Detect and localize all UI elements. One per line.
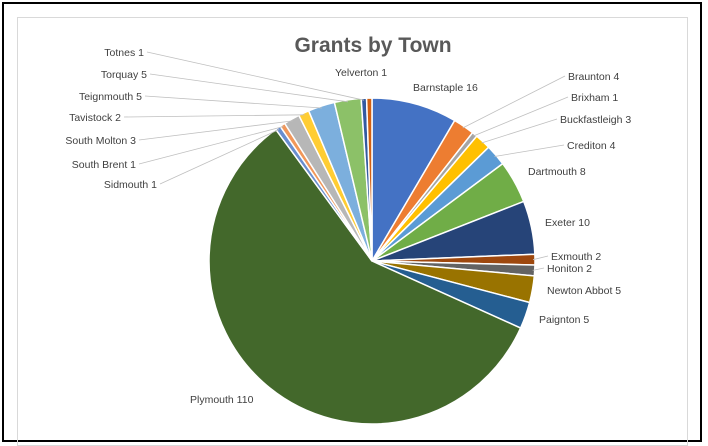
pie-slice-plymouth xyxy=(208,128,522,425)
leader-line-sidmouth xyxy=(159,129,280,185)
slice-label-exeter: Exeter 10 xyxy=(545,217,590,229)
slice-label-south-molton: South Molton 3 xyxy=(65,135,136,147)
slice-label-buckfastleigh: Buckfastleigh 3 xyxy=(560,114,631,126)
slice-label-south-brent: South Brent 1 xyxy=(72,159,136,171)
slice-label-paignton: Paignton 5 xyxy=(539,314,589,326)
slice-label-plymouth: Plymouth 110 xyxy=(190,394,254,406)
slice-label-crediton: Crediton 4 xyxy=(567,140,616,152)
leader-line-buckfastleigh xyxy=(481,118,558,144)
slice-label-newton-abbot: Newton Abbot 5 xyxy=(547,285,621,297)
slice-label-yelverton: Yelverton 1 xyxy=(335,67,387,79)
leader-line-totnes xyxy=(146,51,365,101)
slice-label-tavistock: Tavistock 2 xyxy=(69,112,121,124)
pie-slice-barnstaple xyxy=(371,97,456,264)
leader-line-honiton xyxy=(532,267,545,271)
slice-label-brixham: Brixham 1 xyxy=(571,92,618,104)
leader-line-braunton xyxy=(462,75,566,129)
slice-label-dartmouth: Dartmouth 8 xyxy=(528,166,586,178)
leader-line-brixham xyxy=(473,96,569,137)
slice-label-braunton: Braunton 4 xyxy=(568,71,620,83)
pie-slice-yelverton xyxy=(365,97,373,262)
slices-group xyxy=(208,97,536,425)
slice-label-sidmouth: Sidmouth 1 xyxy=(104,179,157,191)
slice-label-barnstaple: Barnstaple 16 xyxy=(413,82,478,94)
slice-label-torquay: Torquay 5 xyxy=(101,69,147,81)
slice-label-exmouth: Exmouth 2 xyxy=(551,251,601,263)
leader-line-teignmouth xyxy=(144,95,323,109)
leader-line-torquay xyxy=(149,73,349,103)
slice-label-honiton: Honiton 2 xyxy=(547,263,592,275)
leader-line-south-molton xyxy=(138,120,293,141)
slice-label-teignmouth: Teignmouth 5 xyxy=(79,91,142,103)
leader-line-crediton xyxy=(494,144,565,157)
leader-line-exmouth xyxy=(532,255,549,261)
leaders-group xyxy=(123,51,569,271)
chart-title: Grants by Town xyxy=(294,34,451,57)
labels-group: Barnstaple 16 Braunton 4 Brixham 1 Buckfast… xyxy=(65,47,631,406)
leader-line-south-brent xyxy=(138,126,284,165)
leader-line-tavistock xyxy=(123,114,305,118)
slice-label-totnes: Totnes 1 xyxy=(104,47,144,59)
